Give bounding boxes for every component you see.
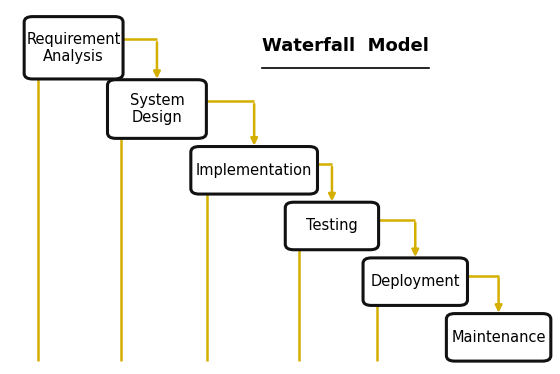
FancyBboxPatch shape bbox=[363, 258, 468, 306]
Text: Requirement
Analysis: Requirement Analysis bbox=[26, 31, 121, 64]
FancyBboxPatch shape bbox=[285, 202, 379, 250]
FancyBboxPatch shape bbox=[446, 313, 551, 361]
FancyBboxPatch shape bbox=[108, 80, 207, 138]
FancyBboxPatch shape bbox=[191, 147, 318, 194]
Text: Waterfall  Model: Waterfall Model bbox=[263, 37, 430, 55]
Text: Implementation: Implementation bbox=[196, 163, 312, 178]
Text: Testing: Testing bbox=[306, 218, 358, 233]
Text: System
Design: System Design bbox=[129, 93, 184, 125]
FancyBboxPatch shape bbox=[24, 16, 123, 79]
Text: Deployment: Deployment bbox=[371, 274, 460, 289]
Text: Maintenance: Maintenance bbox=[451, 330, 546, 345]
